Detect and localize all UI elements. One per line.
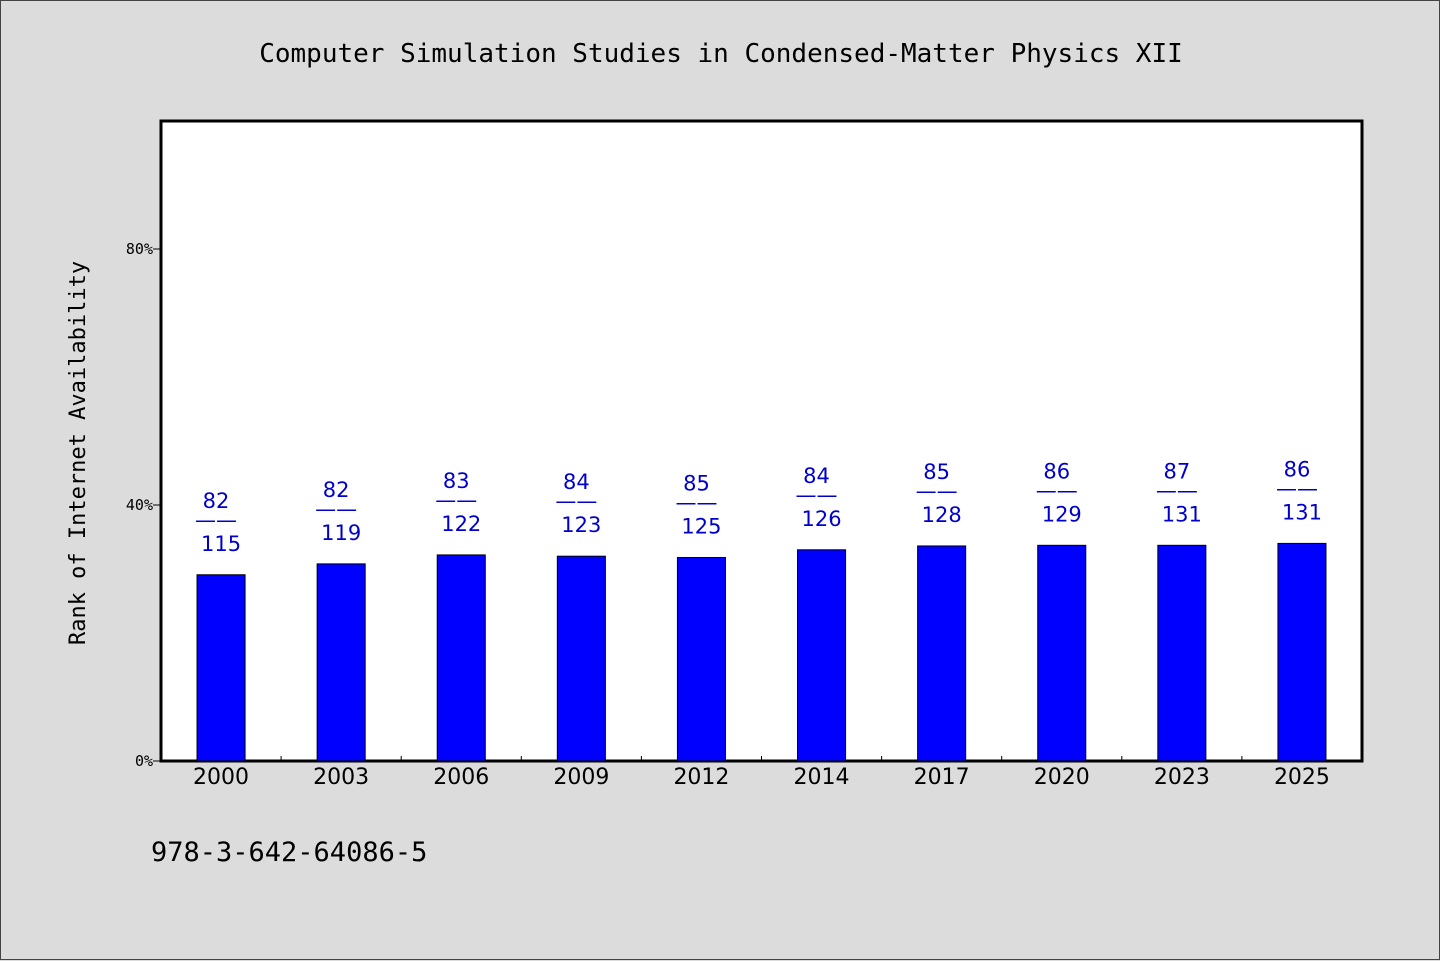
data-label-top-2009: 84: [563, 470, 590, 494]
x-tick-label-2014: 2014: [794, 765, 850, 790]
bar-2014: [797, 549, 847, 762]
x-tick-label-2025: 2025: [1274, 765, 1330, 790]
x-tick-label-2006: 2006: [433, 765, 489, 790]
data-label-bottom-2003: 119: [321, 521, 361, 545]
bar-2025: [1277, 542, 1327, 762]
bar-2023: [1157, 544, 1207, 762]
data-label-top-2006: 83: [443, 469, 470, 493]
y-axis-label: Rank of Internet Availability: [66, 261, 91, 645]
bar-2017: [917, 545, 967, 762]
data-label-top-2003: 82: [323, 478, 350, 502]
y-tick-label-80: 80%: [126, 240, 153, 258]
bar-2000: [196, 574, 246, 762]
data-label-bottom-2025: 131: [1282, 500, 1322, 524]
data-label-bottom-2006: 122: [441, 512, 481, 536]
isbn-text: 978-3-642-64086-5: [151, 837, 428, 868]
x-tick-label-2023: 2023: [1154, 765, 1210, 790]
data-label-top-2023: 87: [1163, 459, 1190, 483]
x-tick-label-2000: 2000: [193, 765, 249, 790]
x-tick-label-2012: 2012: [673, 765, 729, 790]
data-label-separator-2003: ——: [315, 497, 357, 521]
x-tick-label-2017: 2017: [914, 765, 970, 790]
x-tick-label-2020: 2020: [1034, 765, 1090, 790]
data-label-separator-2014: ——: [796, 483, 838, 507]
data-label-separator-2023: ——: [1156, 478, 1198, 502]
bar-2003: [316, 563, 366, 762]
data-label-bottom-2012: 125: [681, 514, 721, 538]
data-label-bottom-2020: 129: [1042, 502, 1082, 526]
data-label-bottom-2014: 126: [802, 507, 842, 531]
data-label-separator-2025: ——: [1276, 476, 1318, 500]
data-label-top-2020: 86: [1043, 459, 1070, 483]
data-label-separator-2017: ——: [916, 479, 958, 503]
data-label-bottom-2000: 115: [201, 532, 241, 556]
bars-group: [196, 542, 1327, 762]
x-tick-label-2009: 2009: [553, 765, 609, 790]
data-label-bottom-2009: 123: [561, 513, 601, 537]
data-label-top-2017: 85: [923, 460, 950, 484]
data-label-separator-2000: ——: [195, 508, 237, 532]
data-label-separator-2009: ——: [555, 489, 597, 513]
y-tick-label-40: 40%: [126, 496, 153, 514]
data-label-top-2014: 84: [803, 464, 830, 488]
bar-2020: [1037, 544, 1087, 762]
data-label-separator-2012: ——: [675, 490, 717, 514]
data-label-top-2025: 86: [1284, 457, 1311, 481]
data-labels-group: 82——11582——11983——12284——12385——12584——1…: [195, 457, 1322, 555]
chart-title: Computer Simulation Studies in Condensed…: [259, 39, 1183, 69]
data-label-separator-2006: ——: [435, 488, 477, 512]
y-tick-label-0: 0%: [135, 752, 153, 770]
x-tick-label-2003: 2003: [313, 765, 369, 790]
data-label-top-2000: 82: [203, 489, 230, 513]
y-axis: 0% 40% 80%: [126, 240, 161, 770]
bar-2012: [676, 556, 726, 762]
data-label-bottom-2023: 131: [1162, 502, 1202, 526]
data-label-top-2012: 85: [683, 471, 710, 495]
data-label-separator-2020: ——: [1036, 478, 1078, 502]
bar-2009: [556, 555, 606, 762]
x-axis: 2000 2003 2006 2009 2012 2014 2017 2020 2023 2025: [193, 756, 1330, 790]
data-label-bottom-2017: 128: [922, 503, 962, 527]
bar-2006: [436, 554, 486, 762]
